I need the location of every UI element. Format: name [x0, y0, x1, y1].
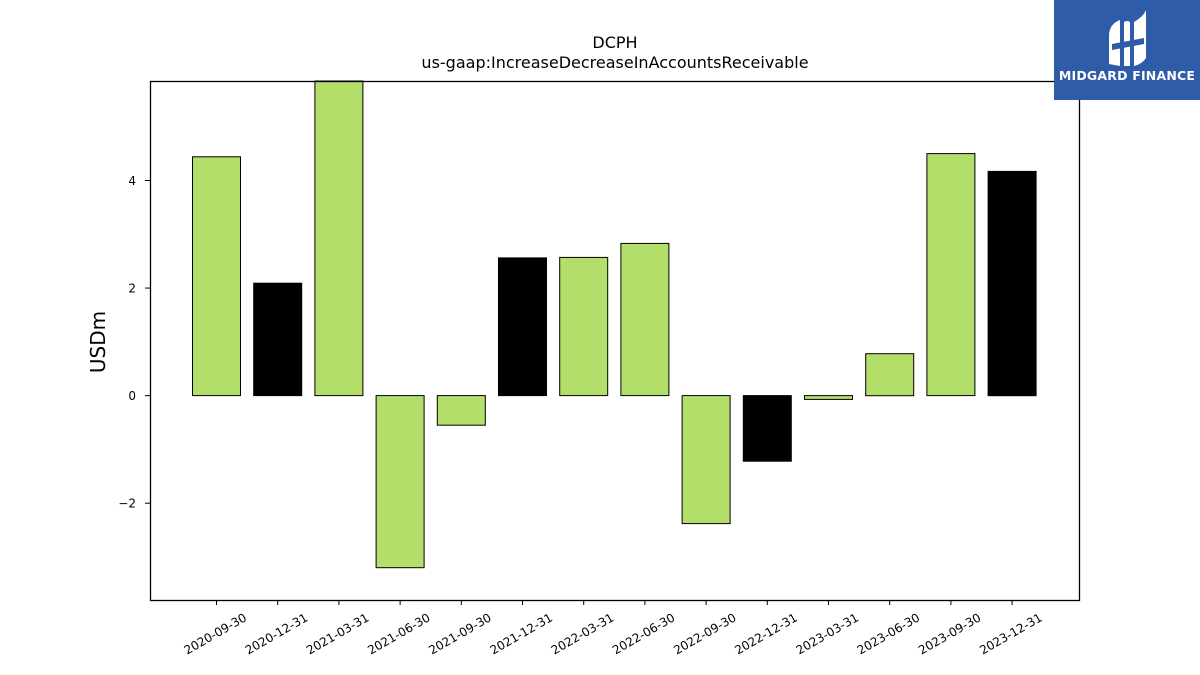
bar-2023-09-30 [926, 153, 976, 397]
bar-2023-03-31 [804, 395, 853, 400]
y-tick-label: −2 [118, 497, 136, 511]
x-tick-label: 2023-09-30 [916, 610, 983, 657]
chart-subtitle: us-gaap:IncreaseDecreaseInAccountsReceiv… [421, 53, 808, 72]
y-tick-label: 4 [128, 174, 136, 188]
x-tick-label: 2023-12-31 [977, 610, 1044, 657]
bar-2021-03-31 [314, 80, 364, 397]
bar-2021-12-31 [498, 257, 547, 397]
x-tick-label: 2021-06-30 [365, 610, 432, 657]
x-tick-label: 2022-06-30 [610, 610, 677, 657]
x-tick-label: 2020-09-30 [182, 610, 249, 657]
brand-logo: MIDGARD FINANCE [1054, 0, 1200, 100]
bar-2022-03-31 [559, 256, 609, 397]
x-tick-label: 2022-12-31 [732, 610, 799, 657]
x-tick-label: 2021-12-31 [488, 610, 555, 657]
x-tick-label: 2023-03-31 [794, 610, 861, 657]
bar-2020-09-30 [192, 156, 241, 397]
bar-2021-09-30 [436, 395, 486, 426]
y-tick-label: 0 [128, 389, 136, 403]
y-axis-label: USDm [86, 311, 110, 373]
x-tick-label: 2020-12-31 [243, 610, 310, 657]
y-tick-label: 2 [128, 282, 136, 296]
y-axis: −2 0 2 4 [118, 174, 150, 511]
bar-2022-09-30 [681, 395, 731, 525]
bars-group [192, 80, 1037, 569]
plot-frame [149, 80, 1081, 602]
x-tick-label: 2023-06-30 [855, 610, 922, 657]
x-tick-label: 2022-09-30 [671, 610, 738, 657]
bar-2022-12-31 [742, 395, 792, 462]
bar-2021-06-30 [375, 395, 425, 569]
x-tick-label: 2021-09-30 [426, 610, 493, 657]
logo-text: MIDGARD FINANCE [1058, 68, 1196, 83]
bar-2022-06-30 [620, 242, 670, 397]
x-axis: 2020-09-302020-12-312021-03-312021-06-30… [182, 600, 1045, 657]
chart-title: DCPH [592, 33, 637, 52]
midgard-m-logo-icon [1109, 10, 1146, 66]
bar-2023-06-30 [865, 353, 915, 397]
x-tick-label: 2022-03-31 [549, 610, 616, 657]
bar-2023-12-31 [987, 170, 1037, 397]
bar-2020-12-31 [253, 282, 303, 397]
x-tick-label: 2021-03-31 [304, 610, 371, 657]
